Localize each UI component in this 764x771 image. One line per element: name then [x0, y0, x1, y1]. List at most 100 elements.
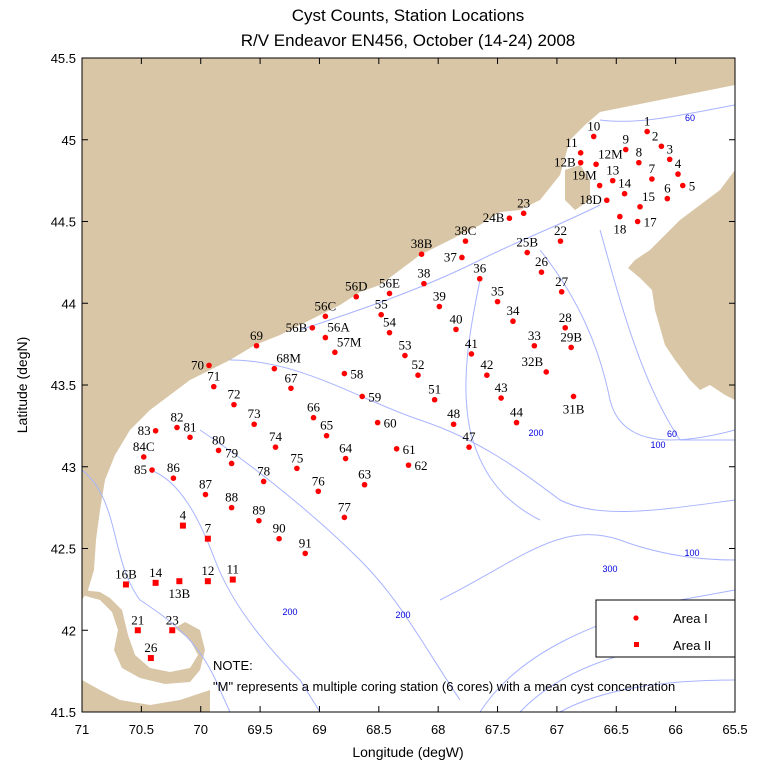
land	[82, 58, 735, 712]
contour-line	[229, 359, 735, 513]
station-marker-circle	[468, 351, 475, 357]
station-marker-circle	[402, 352, 408, 359]
station-marker-circle	[664, 195, 671, 202]
station-label: 17	[644, 215, 658, 230]
contour-line	[439, 534, 735, 601]
station-area1-70: 70	[191, 357, 212, 372]
legend: Area I Area II	[595, 599, 736, 658]
station-label: 7	[205, 521, 212, 536]
x-tick-label: 69.5	[247, 722, 272, 737]
station-marker-circle	[617, 213, 623, 220]
station-marker-circle	[374, 419, 381, 426]
cape-cod	[82, 590, 210, 712]
station-label: 13	[606, 163, 619, 178]
x-tick-label: 67.5	[485, 722, 510, 737]
station-marker-circle	[637, 203, 643, 210]
y-tick-label: 44.5	[51, 215, 76, 230]
contour-label: 100	[684, 548, 699, 558]
x-tick-label: 68.5	[366, 722, 391, 737]
station-area2-7: 7	[205, 521, 212, 542]
station-marker-circle	[253, 342, 260, 349]
maine-coast	[82, 58, 735, 600]
station-marker-circle	[494, 298, 501, 305]
station-label: 13B	[169, 586, 191, 601]
station-marker-circle	[302, 550, 309, 557]
station-label: 63	[358, 467, 371, 482]
station-label: 56E	[379, 275, 400, 290]
station-area1-3: 3	[666, 141, 673, 163]
station-area1-54: 54	[383, 315, 397, 336]
station-area1-81: 81	[184, 419, 197, 441]
y-tick-label: 45.5	[51, 51, 76, 66]
station-marker-circle	[577, 150, 584, 156]
station-area1-87: 87	[199, 477, 212, 498]
station-marker-circle	[557, 238, 564, 244]
station-marker-circle	[251, 421, 257, 428]
station-marker-circle	[498, 395, 504, 401]
station-label: 71	[207, 369, 220, 384]
station-label: 54	[383, 315, 397, 330]
station-area1-37: 37	[444, 249, 465, 264]
station-label: 12	[201, 563, 214, 578]
station-area1-14: 14	[618, 176, 632, 197]
station-area1-56D: 56D	[345, 279, 367, 300]
station-marker-circle	[609, 177, 616, 184]
station-area1-56A: 56A	[322, 320, 350, 341]
station-label: 69	[250, 328, 263, 343]
x-tick-label: 70	[193, 722, 207, 737]
station-area1-31B: 31B	[563, 393, 585, 416]
station-marker-square	[122, 581, 129, 588]
station-marker-square	[134, 627, 141, 634]
station-area1-26: 26	[535, 254, 549, 275]
station-marker-circle	[202, 491, 209, 498]
station-label: 29B	[560, 329, 582, 344]
legend-area1-label: Area I	[673, 611, 708, 626]
station-area2-14: 14	[149, 565, 163, 586]
station-area1-24B: 24B	[483, 210, 513, 225]
station-label: 42	[480, 357, 493, 372]
contour-line	[82, 469, 231, 712]
x-tick-label: 71	[75, 722, 89, 737]
station-area1-62: 62	[405, 458, 428, 473]
station-label: 70	[191, 357, 204, 372]
station-area1-76: 76	[312, 473, 325, 495]
station-label: 66	[307, 400, 321, 415]
grand-manan	[565, 165, 590, 210]
station-label: 32B	[522, 354, 544, 369]
station-label: 39	[433, 289, 446, 304]
station-label: 18	[613, 222, 626, 237]
station-label: 38	[417, 266, 430, 281]
station-marker-circle	[418, 251, 425, 257]
station-area2-12: 12	[201, 563, 214, 585]
station-label: 26	[535, 254, 549, 269]
station-label: 35	[491, 284, 504, 299]
station-label: 74	[269, 429, 283, 444]
station-marker-circle	[590, 133, 597, 140]
station-area1-27: 27	[555, 274, 569, 295]
station-area2-26: 26	[144, 640, 158, 662]
station-label: 38B	[411, 236, 433, 251]
contour-line	[299, 204, 601, 331]
station-marker-circle	[361, 481, 368, 488]
contour-line	[599, 104, 735, 122]
station-area1-22: 22	[554, 223, 567, 244]
station-area1-1: 1	[644, 114, 650, 135]
legend-area2-label: Area II	[673, 638, 711, 653]
legend-box	[595, 599, 736, 658]
station-label: 48	[447, 406, 460, 421]
station-marker-circle	[415, 372, 421, 378]
station-area1-67: 67	[284, 370, 298, 392]
legend-area2-marker	[634, 642, 639, 647]
contour-label: 200	[395, 610, 410, 620]
station-marker-circle	[353, 293, 360, 300]
station-area1-61: 61	[393, 442, 416, 457]
station-area1-60: 60	[374, 416, 397, 431]
title-line-2: R/V Endeavor EN456, October (14-24) 2008	[241, 31, 576, 50]
station-label: 91	[299, 535, 312, 550]
station-marker-circle	[359, 393, 365, 400]
station-marker-circle	[332, 349, 338, 356]
station-marker-square	[176, 578, 183, 585]
y-tick-label: 42.5	[51, 542, 76, 557]
station-area1-75: 75	[290, 450, 303, 472]
station-label: 12B	[554, 155, 576, 170]
